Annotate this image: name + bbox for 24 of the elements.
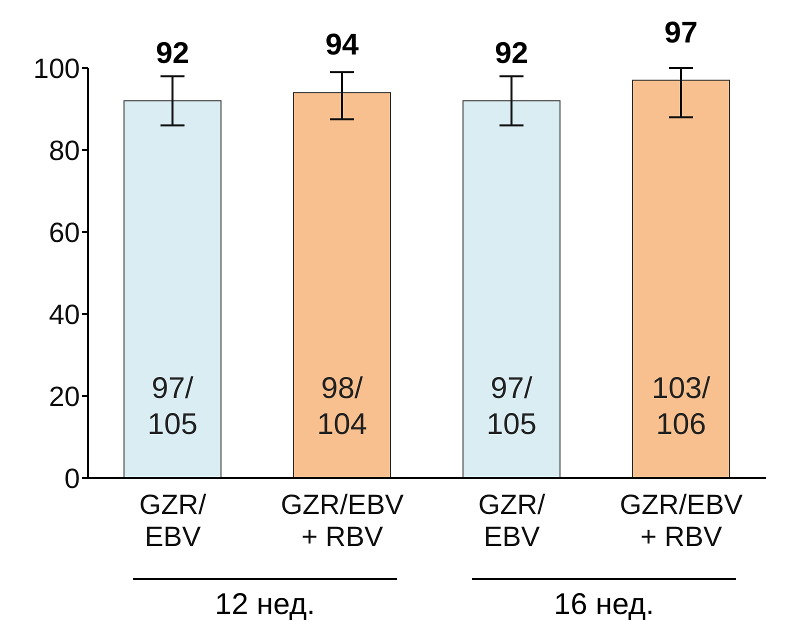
bar [293, 92, 391, 478]
data-label: 94 [325, 28, 359, 62]
data-label: 97 [664, 16, 698, 50]
y-tick-label: 80 [48, 134, 80, 166]
annotation: 97/105 [147, 372, 198, 441]
annotation: 97/105 [486, 372, 537, 441]
data-label: 92 [494, 36, 528, 70]
x-tick-label: GZR/EBV [478, 489, 546, 552]
data-label: 92 [156, 36, 190, 70]
bar [632, 80, 730, 478]
x-tick-label: GZR/EBV + RBV [620, 489, 744, 552]
x-tick-label: GZR/EBV + RBV [280, 489, 404, 552]
annotation: 103/106 [652, 372, 711, 441]
text: 12 нед. [214, 588, 316, 622]
text: 16 нед. [552, 588, 656, 622]
y-tick-label: 40 [48, 298, 80, 330]
y-tick-label: 20 [48, 380, 80, 412]
annotation: 98/104 [316, 372, 368, 441]
bar [462, 100, 560, 478]
y-tick-label: 100 [33, 52, 80, 84]
y-tick-label: 0 [64, 462, 80, 494]
y-tick-label: 60 [48, 216, 80, 248]
x-tick-label: GZR/EBV [139, 489, 206, 552]
bar [124, 100, 222, 478]
